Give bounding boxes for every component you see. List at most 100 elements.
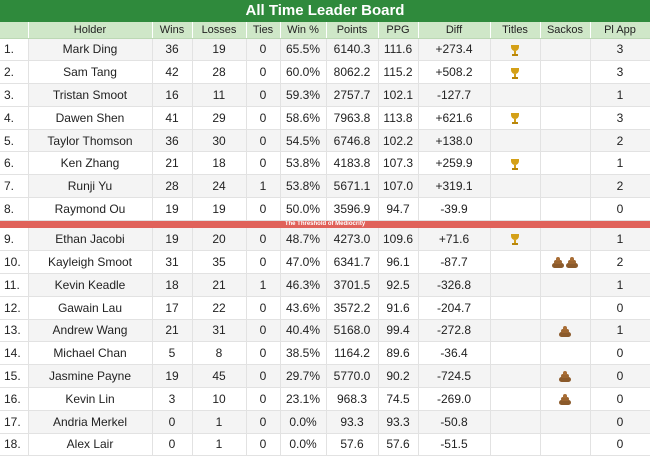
cell-sackos [540, 60, 591, 85]
cell-ties: 1 [246, 273, 281, 297]
cell-titles [490, 60, 541, 85]
cell-ppg: 96.1 [378, 250, 419, 274]
cell-plapp: 0 [590, 364, 650, 388]
cell-sackos [540, 106, 591, 130]
cell-winpct: 53.8% [280, 151, 327, 176]
cell-holder: Andria Merkel [28, 410, 153, 434]
cell-sackos [540, 129, 591, 153]
cell-losses: 24 [192, 174, 247, 199]
cell-diff: -272.8 [418, 319, 491, 343]
cell-points: 8062.2 [326, 60, 379, 85]
cell-ppg: 115.2 [378, 60, 419, 85]
cell-ties: 0 [246, 106, 281, 130]
cell-wins: 31 [152, 250, 193, 274]
cell-sackos [540, 197, 591, 221]
trophy-icon [510, 44, 520, 56]
cell-rank: 9. [0, 227, 29, 252]
cell-sackos [540, 83, 591, 107]
cell-sackos [540, 227, 591, 252]
cell-ppg: 89.6 [378, 341, 419, 366]
cell-losses: 11 [192, 83, 247, 107]
cell-ppg: 113.8 [378, 106, 419, 130]
cell-points: 2757.7 [326, 83, 379, 107]
cell-rank: 2. [0, 60, 29, 85]
col-rank [0, 22, 29, 39]
cell-ties: 1 [246, 174, 281, 199]
cell-titles [490, 273, 541, 297]
cell-wins: 19 [152, 197, 193, 221]
col-titles: Titles [490, 22, 541, 39]
cell-sackos [540, 387, 591, 411]
cell-wins: 21 [152, 151, 193, 176]
col-sackos: Sackos [540, 22, 591, 39]
cell-points: 4273.0 [326, 227, 379, 252]
cell-ties: 0 [246, 319, 281, 343]
table-row: 8. Raymond Ou 19 19 0 50.0% 3596.9 94.7 -39.9 0 [0, 197, 650, 221]
cell-plapp: 0 [590, 387, 650, 411]
cell-losses: 10 [192, 387, 247, 411]
cell-holder: Michael Chan [28, 341, 153, 366]
cell-wins: 41 [152, 106, 193, 130]
cell-titles [490, 197, 541, 221]
cell-titles [490, 364, 541, 388]
cell-ties: 0 [246, 129, 281, 153]
cell-plapp: 0 [590, 296, 650, 320]
cell-rank: 1. [0, 38, 29, 62]
cell-titles [490, 83, 541, 107]
cell-diff: -724.5 [418, 364, 491, 388]
cell-points: 6746.8 [326, 129, 379, 153]
cell-sackos [540, 38, 591, 62]
table-row: 6. Ken Zhang 21 18 0 53.8% 4183.8 107.3 +259.9 1 [0, 151, 650, 176]
cell-rank: 8. [0, 197, 29, 221]
col-win-pct: Win % [280, 22, 327, 39]
cell-wins: 19 [152, 364, 193, 388]
threshold-divider: The Threshold of Mediocrity [0, 220, 650, 228]
cell-plapp: 0 [590, 197, 650, 221]
cell-diff: +259.9 [418, 151, 491, 176]
table-row: 2. Sam Tang 42 28 0 60.0% 8062.2 115.2 +508.2 3 [0, 60, 650, 85]
cell-plapp: 3 [590, 106, 650, 130]
cell-ties: 0 [246, 250, 281, 274]
cell-sackos [540, 319, 591, 343]
cell-losses: 30 [192, 129, 247, 153]
cell-rank: 6. [0, 151, 29, 176]
cell-ppg: 92.5 [378, 273, 419, 297]
cell-holder: Taylor Thomson [28, 129, 153, 153]
cell-ties: 0 [246, 387, 281, 411]
cell-winpct: 59.3% [280, 83, 327, 107]
cell-plapp: 2 [590, 129, 650, 153]
cell-holder: Tristan Smoot [28, 83, 153, 107]
cell-ties: 0 [246, 83, 281, 107]
cell-titles [490, 250, 541, 274]
cell-losses: 20 [192, 227, 247, 252]
cell-diff: +621.6 [418, 106, 491, 130]
cell-ppg: 111.6 [378, 38, 419, 62]
cell-sackos [540, 296, 591, 320]
cell-diff: -127.7 [418, 83, 491, 107]
cell-wins: 5 [152, 341, 193, 366]
cell-wins: 16 [152, 83, 193, 107]
cell-plapp: 1 [590, 273, 650, 297]
cell-ties: 0 [246, 227, 281, 252]
cell-rank: 7. [0, 174, 29, 199]
cell-sackos [540, 273, 591, 297]
poop-icon [559, 394, 571, 406]
table-row: 11. Kevin Keadle 18 21 1 46.3% 3701.5 92.5 -326.… [0, 273, 650, 297]
cell-winpct: 65.5% [280, 38, 327, 62]
cell-rank: 11. [0, 273, 29, 297]
cell-ppg: 57.6 [378, 433, 419, 457]
cell-ppg: 91.6 [378, 296, 419, 320]
cell-sackos [540, 250, 591, 274]
cell-ties: 0 [246, 296, 281, 320]
cell-plapp: 1 [590, 227, 650, 252]
cell-wins: 36 [152, 38, 193, 62]
cell-rank: 12. [0, 296, 29, 320]
table-row: 18. Alex Lair 0 1 0 0.0% 57.6 57.6 -51.5 0 [0, 433, 650, 457]
cell-points: 6140.3 [326, 38, 379, 62]
cell-holder: Runji Yu [28, 174, 153, 199]
cell-ppg: 90.2 [378, 364, 419, 388]
poop-icon [559, 371, 571, 383]
cell-losses: 21 [192, 273, 247, 297]
cell-rank: 17. [0, 410, 29, 434]
cell-rank: 13. [0, 319, 29, 343]
